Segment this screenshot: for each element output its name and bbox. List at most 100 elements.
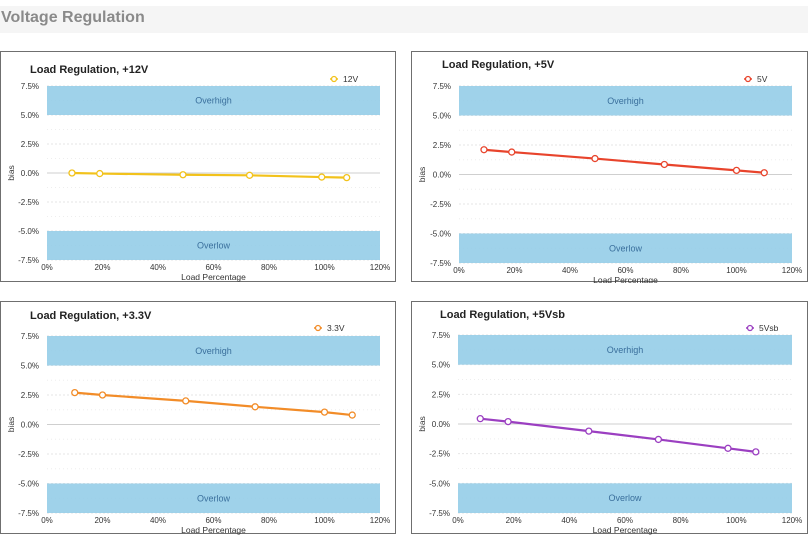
data-point: [96, 169, 104, 178]
x-tick-label: 60%: [205, 516, 221, 525]
x-tick-label: 0%: [452, 516, 464, 525]
x-tick-label: 40%: [150, 516, 166, 525]
overlow-label: Overlow: [197, 241, 231, 251]
y-tick-label: 2.5%: [433, 141, 451, 150]
y-tick-label: -5.0%: [18, 480, 39, 489]
data-point: [251, 403, 259, 411]
y-tick-label: -5.0%: [18, 227, 39, 236]
x-tick-label: 20%: [94, 516, 110, 525]
chart-panel-5vsb: Load Regulation, +5Vsb 7.5% 5.0% 2.5% 0.0% -2…: [411, 301, 808, 535]
x-tick-label: 0%: [41, 263, 53, 272]
y-tick-label: -7.5%: [430, 259, 451, 268]
overhigh-label: Overhigh: [607, 345, 644, 355]
y-tick-label: 0.0%: [432, 420, 450, 429]
data-point: [752, 448, 760, 456]
series-line: [74, 391, 353, 417]
data-point: [245, 171, 254, 179]
x-tick-label: 100%: [726, 266, 746, 275]
x-tick-label: 80%: [673, 266, 689, 275]
chart-panel-3-3v: Load Regulation, +3.3V 7.5% 5.0% 2.5% 0.0% -2…: [0, 301, 396, 535]
chart-12v: Load Regulation, +12V 7.5% 5.0% 2.5% 0.0% -2.…: [6, 64, 390, 282]
data-point: [182, 397, 190, 405]
series-line: [480, 417, 756, 453]
data-point: [585, 427, 593, 435]
chart-title: Load Regulation, +12V: [30, 64, 149, 76]
overhigh-label: Overhigh: [195, 96, 232, 106]
overhigh-label: Overhigh: [607, 96, 644, 106]
data-point: [660, 160, 669, 169]
x-tick-label: 20%: [506, 516, 522, 525]
x-axis-label: Load Percentage: [181, 272, 246, 282]
x-tick-label: 100%: [726, 516, 746, 525]
legend-swatch-marker: [744, 75, 752, 83]
x-tick-label: 100%: [314, 263, 334, 272]
overlow-band: [47, 483, 380, 513]
x-tick-label: 120%: [370, 263, 390, 272]
x-tick-label: 80%: [261, 263, 277, 272]
y-tick-label: 5.0%: [21, 362, 39, 371]
chart-title: Load Regulation, +5V: [442, 59, 555, 71]
y-tick-label: 2.5%: [432, 390, 450, 399]
x-tick-label: 0%: [453, 266, 465, 275]
y-axis-label: bias: [417, 416, 427, 432]
chart-panel-12v: Load Regulation, +12V 7.5% 5.0% 2.5% 0.0% -2.…: [0, 51, 396, 282]
x-tick-label: 40%: [561, 516, 577, 525]
x-tick-label: 40%: [562, 266, 578, 275]
data-point: [476, 415, 484, 423]
overhigh-label: Overhigh: [195, 346, 232, 356]
y-tick-label: -5.0%: [430, 230, 451, 239]
x-axis-label: Load Percentage: [593, 525, 658, 535]
data-point: [179, 171, 187, 179]
data-point: [760, 169, 768, 177]
overlow-band: [458, 483, 792, 513]
overhigh-band: [47, 336, 380, 366]
y-tick-label: -2.5%: [429, 450, 450, 459]
y-tick-label: -7.5%: [18, 256, 39, 265]
x-tick-label: 100%: [314, 516, 334, 525]
y-tick-label: -7.5%: [18, 509, 39, 518]
data-point: [504, 417, 512, 426]
y-tick-label: -2.5%: [430, 200, 451, 209]
y-tick-label: 5.0%: [21, 111, 39, 120]
y-tick-label: 5.0%: [432, 361, 450, 370]
overlow-label: Overlow: [197, 493, 231, 503]
x-axis-label: Load Percentage: [593, 275, 658, 283]
data-point: [343, 173, 351, 182]
data-point: [732, 166, 741, 175]
legend-label: 12V: [343, 74, 358, 84]
x-tick-label: 20%: [506, 266, 522, 275]
chart-3-3v: Load Regulation, +3.3V 7.5% 5.0% 2.5% 0.0% -2…: [6, 310, 390, 535]
data-point: [654, 435, 663, 444]
data-point: [71, 388, 79, 397]
data-point: [98, 391, 107, 399]
x-tick-label: 120%: [782, 516, 802, 525]
chart-5vsb: Load Regulation, +5Vsb 7.5% 5.0% 2.5% 0.0% -2…: [417, 309, 802, 535]
chart-panel-5v: Load Regulation, +5V 7.5% 5.0% 2.5% 0.0% -2.5…: [411, 51, 808, 283]
y-tick-label: 7.5%: [21, 332, 39, 341]
overhigh-band: [47, 86, 380, 115]
series-line: [71, 171, 347, 179]
x-tick-label: 60%: [617, 266, 633, 275]
x-tick-label: 80%: [673, 516, 689, 525]
chart-title: Load Regulation, +5Vsb: [440, 309, 565, 321]
y-tick-label: 5.0%: [433, 112, 451, 121]
chart-5v: Load Regulation, +5V 7.5% 5.0% 2.5% 0.0% -2.5…: [417, 59, 802, 283]
x-tick-label: 40%: [150, 263, 166, 272]
legend-label: 5Vsb: [759, 323, 779, 333]
y-tick-label: 2.5%: [21, 140, 39, 149]
y-tick-label: 7.5%: [433, 82, 451, 91]
x-tick-label: 60%: [617, 516, 633, 525]
x-tick-label: 120%: [370, 516, 390, 525]
x-tick-label: 0%: [41, 516, 53, 525]
x-tick-label: 20%: [94, 263, 110, 272]
y-tick-label: 7.5%: [21, 82, 39, 91]
y-axis-label: bias: [6, 417, 16, 433]
y-axis-label: bias: [417, 167, 427, 183]
overhigh-band: [458, 335, 792, 365]
series-line: [483, 148, 765, 174]
overlow-band: [459, 233, 792, 263]
data-point: [480, 146, 488, 154]
x-tick-label: 80%: [261, 516, 277, 525]
data-point: [68, 169, 76, 177]
page-title: Voltage Regulation: [1, 9, 145, 26]
